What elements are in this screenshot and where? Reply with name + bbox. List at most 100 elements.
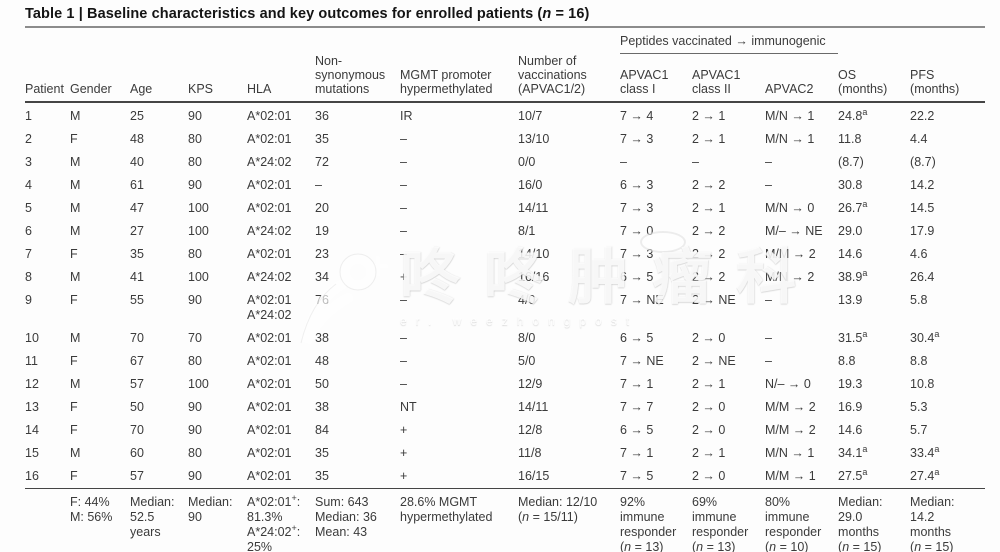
table-cell: 84 [315,422,329,437]
table-cell: 14.5 [910,200,935,215]
table-cell: 7 → NE [620,353,664,368]
table-cell: 7 → 3 [620,246,654,261]
table-cell: 25 [130,108,144,123]
table-cell: 31.5a [838,328,868,345]
table-cell: 67 [130,353,144,368]
table-cell: 23 [315,246,329,261]
column-header: KPS [188,53,247,103]
table-cell: M/M → 2 [765,246,816,261]
table-cell: 5 [25,200,32,215]
table-cell: 14 [25,422,39,437]
table-cell: 2 → 2 [692,177,726,192]
table-cell: A*02:01 [247,353,292,368]
table-cell: 12/8 [518,422,543,437]
table-cell: 2 → 0 [692,422,726,437]
table-cell: F [70,422,78,437]
table-cell: 35 [130,246,144,261]
table-cell: – [400,223,407,238]
table-cell: M/N → 1 [765,108,815,123]
table-cell: 40 [130,154,144,169]
table-cell: IR [400,108,413,123]
table-cell: 1 [25,108,32,123]
table-cell: 30.8 [838,177,863,192]
table-cell: A*02:01 [247,246,292,261]
table-cell: 5.3 [910,399,928,414]
table-cell: 11/8 [518,445,542,460]
table-cell: M [70,108,81,123]
table-cell: 2 → 0 [692,399,726,414]
table-cell: M/M → 2 [765,399,816,414]
table-cell: – [765,353,772,368]
table-cell: 90 [188,292,202,307]
table-cell: M/– → NE [765,223,823,238]
table-cell: 26.4 [910,269,935,284]
table-cell: 5.8 [910,292,928,307]
table-cell: 70 [130,422,144,437]
table-cell: M [70,445,81,460]
table-cell: NT [400,399,417,414]
table-cell: 4.4 [910,131,928,146]
table-cell: 6 [25,223,32,238]
table-cell: 80 [188,131,202,146]
table-cell: 6 → 3 [620,177,654,192]
group-spacer [25,34,620,54]
table-cell: – [400,177,407,192]
table-cell: 90 [188,468,202,483]
table-cell: 11.8 [838,131,862,146]
table-cell: M/N → 1 [765,445,815,460]
table-cell: F [70,131,78,146]
table-row: 6 M 27 100 A*24:02 19 – 8/1 7 → 0 2 → 2 M/– → NE 29… [25,220,985,243]
table-cell: A*02:01 [247,468,292,483]
table-cell: 100 [188,200,209,215]
table-cell: A*02:01 [247,399,292,414]
table-row: 7 F 35 80 A*02:01 23 – 14/10 7 → 3 2 → 2 M/M → 2 14… [25,243,985,266]
table-cell: 11 [25,353,38,368]
table-cell: A*02:01 [247,330,292,345]
table-cell: A*24:02 [247,154,292,169]
table-cell: 6 → 5 [620,330,654,345]
table-cell: M [70,177,81,192]
table-footer: F: 44% M: 56% Median: 52.5 years Median: 90 A*0… [25,487,986,552]
table-row: 8 M 41 100 A*24:02 34 +16/16 6 → 5 2 → 2 M/N → 2 3… [25,266,985,289]
table-cell: 90 [188,422,202,437]
table-cell: – [400,376,407,391]
table-cell: M [70,200,81,215]
summary-cell: Median: 14.2 months (n = 15) [910,487,986,552]
table-cell: 16/15 [518,468,550,483]
table-cell: 2 → 1 [692,108,726,123]
table-cell: M [70,154,81,169]
table-cell: 80 [188,246,202,261]
table-cell: 2 → NE [692,353,736,368]
table-cell: 2 → 0 [692,468,726,483]
table-cell: – [765,330,772,345]
table-cell: 13.9 [838,292,863,307]
table-cell: 33.4a [910,443,940,460]
table-cell: M/M → 1 [765,468,816,483]
table-cell: 5/0 [518,353,536,368]
table-cell: 100 [188,223,209,238]
table-header: Peptides vaccinated → immunogenic Patien… [25,34,986,103]
table-cell: M/N → 0 [765,200,815,215]
table-cell: 2 → 1 [692,445,726,460]
table-cell: 7 → 3 [620,200,654,215]
table-cell: 14/10 [518,246,550,261]
table-cell: 2 → 1 [692,376,726,391]
table-cell: N/– → 0 [765,376,811,391]
table-cell: A*02:01 [247,177,292,192]
title-rule [25,26,985,28]
group-spacer [838,34,985,54]
table-cell: 2 → 2 [692,223,726,238]
table-cell: – [692,154,699,169]
table-cell: 26.7a [838,198,868,215]
table-row: 13 F 50 90 A*02:01 38 NT 14/11 7 → 7 2 → 0 M/M → 2… [25,396,985,419]
table-cell: 12/9 [518,376,543,391]
table-cell: 12 [25,376,39,391]
table-cell: F [70,399,78,414]
table-cell: 38.9a [838,267,868,284]
table-cell: F [70,353,78,368]
table-cell: A*02:01 [247,108,292,123]
table-cell: 7 → 4 [620,108,654,123]
baseline-characteristics-table: Peptides vaccinated → immunogenic Patien… [25,34,986,552]
column-header: APVAC1 class I [620,53,692,103]
table-cell: 4 [25,177,32,192]
